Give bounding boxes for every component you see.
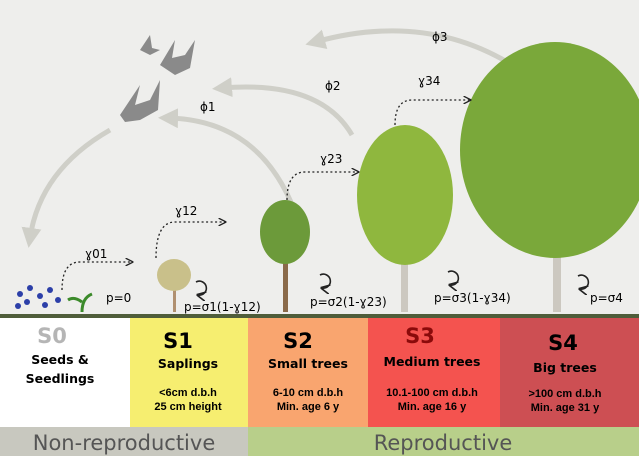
transition-label: ɣ23 [320, 152, 342, 166]
ground-line [0, 314, 639, 318]
birds [120, 35, 195, 122]
stasis-label: p=σ3(1-ɣ34) [434, 291, 511, 305]
stage-age: 25 cm height [154, 401, 222, 413]
dispersal-label: ϕ3 [432, 30, 448, 44]
transition-label: ɣ01 [85, 247, 107, 261]
stage-name: Medium trees [384, 354, 481, 369]
stage-age: Min. age 31 y [531, 402, 600, 414]
stage-size: 10.1-100 cm d.b.h [386, 387, 478, 399]
group-label: Non-reproductive [33, 431, 216, 455]
transition-arrow [155, 222, 225, 259]
stasis-label: p=σ2(1-ɣ23) [310, 295, 387, 309]
dispersal-arrow [212, 77, 355, 137]
transition-label: ɣ34 [418, 74, 440, 88]
stage-code: S0 [37, 324, 67, 348]
dispersal-label: ϕ2 [325, 79, 341, 93]
dispersal-arrow [21, 127, 112, 248]
stage-code: S4 [548, 331, 578, 355]
stasis-label: p=σ4 [590, 291, 623, 305]
dispersal-arrow [158, 108, 298, 213]
transition-label: ɣ12 [175, 204, 197, 218]
stasis-loops [196, 270, 590, 295]
stage-name: Big trees [533, 360, 597, 375]
group-label: Reproductive [374, 431, 513, 455]
stage-box [248, 318, 368, 427]
stage-size: 6-10 cm d.b.h [273, 387, 344, 399]
stage-size: >100 cm d.b.h [528, 388, 601, 400]
transition-arrow [394, 100, 470, 126]
stage-age: Min. age 16 y [398, 401, 467, 413]
stage-box [130, 318, 248, 427]
dispersal-arrow [305, 28, 522, 73]
stage-code: S1 [163, 329, 193, 353]
stage-name: Saplings [158, 356, 218, 371]
stage-age: Min. age 6 y [277, 401, 340, 413]
transition-arrow [286, 172, 358, 201]
stage-name: Seeds & [31, 352, 89, 367]
stasis-label: p=0 [106, 291, 131, 305]
stage-code: S3 [405, 324, 435, 348]
trees [15, 42, 639, 313]
stage-name: Seedlings [26, 371, 95, 386]
stage-box [500, 318, 639, 427]
stage-box [0, 318, 130, 427]
group-bar [0, 427, 248, 456]
transition-arrow [61, 262, 132, 291]
stasis-label: p=σ1(1-ɣ12) [184, 300, 261, 314]
stage-name: Small trees [268, 356, 348, 371]
stage-size: <6cm d.b.h [159, 387, 217, 399]
dispersal-label: ϕ1 [200, 100, 216, 114]
stage-box [368, 318, 500, 427]
group-bar [248, 427, 639, 456]
stage-code: S2 [283, 329, 313, 353]
